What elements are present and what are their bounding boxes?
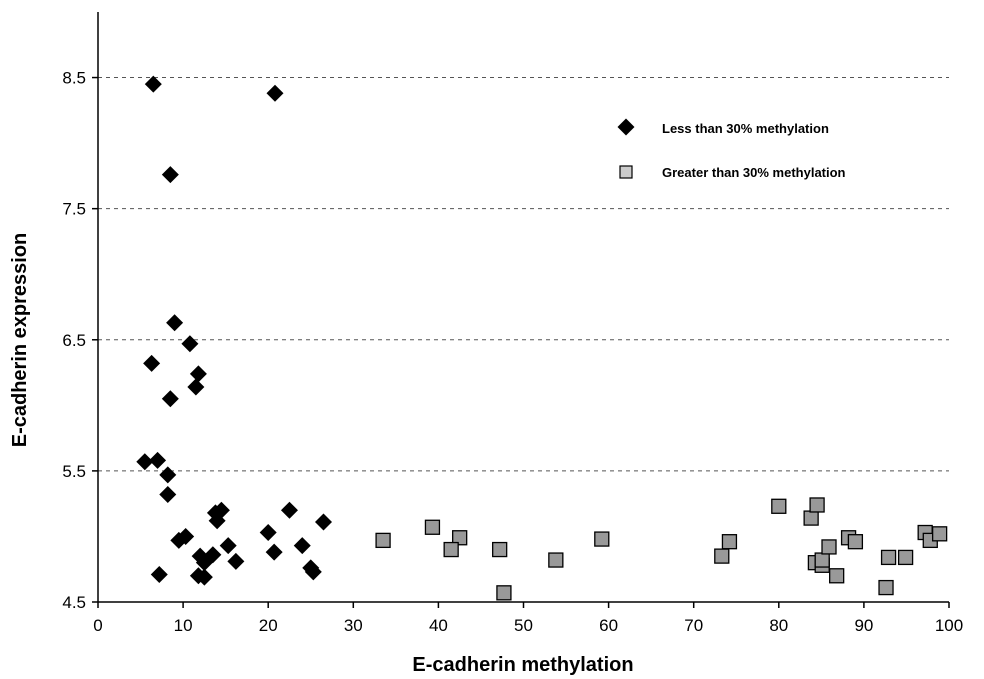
x-tick-label: 0 (93, 616, 102, 635)
point-low-methylation (208, 512, 226, 530)
point-low-methylation (143, 354, 161, 372)
legend-diamond-marker (617, 118, 635, 136)
legend-label-low: Less than 30% methylation (662, 121, 829, 136)
x-tick-label: 70 (684, 616, 703, 635)
point-high-methylation (829, 568, 845, 584)
y-tick-label: 6.5 (62, 331, 86, 350)
point-low-methylation (266, 84, 284, 102)
point-low-methylation (304, 563, 322, 581)
legend: Less than 30% methylation Greater than 3… (617, 118, 846, 180)
point-high-methylation (814, 552, 830, 568)
point-low-methylation (150, 565, 168, 583)
x-axis-title: E-cadherin methylation (412, 654, 633, 676)
point-high-methylation (847, 534, 864, 550)
point-high-methylation (809, 497, 825, 513)
point-high-methylation (594, 531, 610, 547)
point-high-methylation (375, 532, 391, 549)
point-low-methylation (181, 335, 199, 353)
point-low-methylation (195, 554, 213, 572)
point-low-methylation (265, 543, 283, 561)
point-low-methylation (315, 513, 333, 531)
point-high-methylation (897, 549, 914, 566)
point-high-methylation (548, 552, 564, 568)
point-low-methylation (149, 451, 167, 469)
point-low-methylation (189, 365, 207, 383)
point-low-methylation (227, 552, 245, 570)
y-tick-label: 4.5 (62, 593, 86, 612)
x-tick-label: 60 (599, 616, 618, 635)
point-low-methylation (161, 166, 179, 184)
x-tick-label: 20 (259, 616, 278, 635)
point-high-methylation (878, 579, 894, 596)
point-low-methylation (166, 314, 184, 332)
y-tick-label: 8.5 (62, 69, 86, 88)
legend-square-marker (619, 165, 633, 179)
legend-label-high: Greater than 30% methylation (662, 165, 846, 180)
x-tick-label: 40 (429, 616, 448, 635)
point-high-methylation (880, 549, 897, 566)
point-low-methylation (159, 485, 177, 503)
point-low-methylation (259, 524, 277, 542)
point-low-methylation (136, 453, 154, 471)
point-low-methylation (187, 378, 205, 396)
point-low-methylation (280, 501, 298, 519)
x-tick-label: 10 (174, 616, 193, 635)
point-low-methylation (159, 466, 177, 484)
point-low-methylation (161, 390, 179, 408)
y-tick-label: 5.5 (62, 462, 86, 481)
point-low-methylation (195, 568, 213, 586)
point-high-methylation (821, 539, 837, 555)
point-low-methylation (219, 537, 237, 555)
point-high-methylation (721, 534, 738, 550)
x-tick-label: 100 (935, 616, 963, 635)
point-low-methylation (293, 537, 311, 555)
point-high-methylation (424, 519, 441, 535)
point-low-methylation (170, 531, 188, 549)
point-high-methylation (714, 548, 730, 564)
point-low-methylation (144, 75, 162, 93)
tick-marks-and-labels: 4.5 5.5 6.5 7.5 8.5 0 10 20 30 40 50 60 70 80 90 100 (62, 69, 963, 635)
x-tick-label: 50 (514, 616, 533, 635)
x-tick-label: 30 (344, 616, 363, 635)
data-points (136, 75, 948, 601)
x-tick-label: 90 (854, 616, 873, 635)
y-tick-label: 7.5 (62, 200, 86, 219)
point-high-methylation (443, 541, 459, 558)
point-high-methylation (771, 498, 787, 514)
gridlines (98, 77, 949, 472)
x-tick-label: 80 (769, 616, 788, 635)
point-high-methylation (803, 510, 819, 526)
point-high-methylation (931, 526, 948, 542)
point-high-methylation (496, 585, 512, 601)
point-high-methylation (452, 530, 468, 546)
y-axis-title: E-cadherin expression (9, 233, 31, 448)
point-high-methylation (492, 541, 508, 558)
